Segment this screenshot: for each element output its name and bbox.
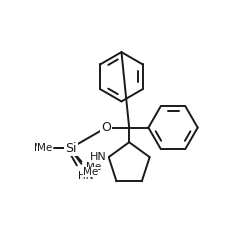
Text: HN: HN [90,152,107,162]
Text: HN: HN [78,171,94,181]
Text: Me: Me [83,167,98,177]
Text: Si: Si [65,142,76,155]
Text: O: O [101,121,111,134]
Text: Me: Me [37,144,52,153]
Text: Me: Me [34,144,49,153]
Text: Me: Me [86,162,101,172]
